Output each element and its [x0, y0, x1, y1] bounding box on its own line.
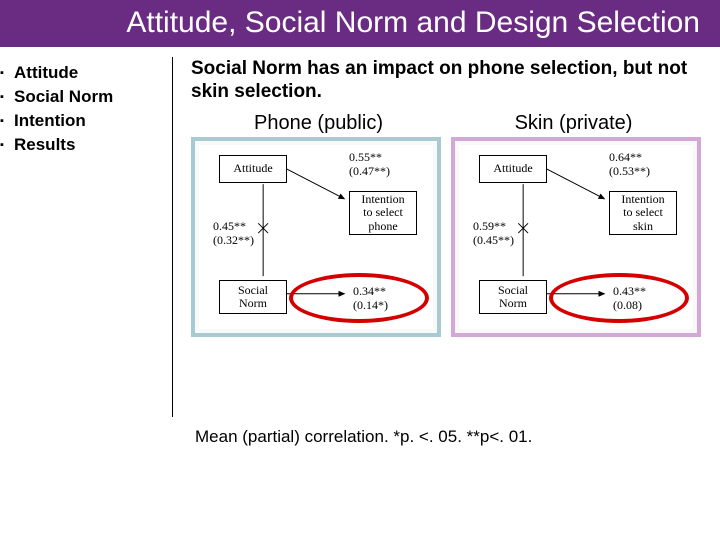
- phone-heading: Phone (public): [191, 112, 446, 135]
- phone-box-socialnorm: Social Norm: [219, 280, 287, 314]
- phone-coef-mid: 0.45** (0.32**): [213, 220, 254, 248]
- skin-box-attitude: Attitude: [479, 155, 547, 183]
- skin-panel-inner: Attitude Social Norm Intention to select…: [459, 145, 693, 329]
- main-area: Social Norm has an impact on phone selec…: [173, 57, 712, 417]
- column-headings: Phone (public) Skin (private): [191, 112, 712, 135]
- phone-box-intention: Intention to select phone: [349, 191, 417, 235]
- sidebar-item: Results: [8, 133, 172, 157]
- sidebar-item: Attitude: [8, 61, 172, 85]
- skin-heading: Skin (private): [446, 112, 701, 135]
- phone-panel-inner: Attitude Social Norm Intention to select…: [199, 145, 433, 329]
- phone-box-attitude: Attitude: [219, 155, 287, 183]
- key-statement: Social Norm has an impact on phone selec…: [191, 57, 712, 105]
- sidebar-item: Social Norm: [8, 85, 172, 109]
- skin-box-socialnorm: Social Norm: [479, 280, 547, 314]
- content-area: Attitude Social Norm Intention Results S…: [0, 47, 720, 417]
- skin-coef-top: 0.64** (0.53**): [609, 151, 650, 179]
- slide-header: Attitude, Social Norm and Design Selecti…: [0, 0, 720, 47]
- skin-coef-mid: 0.59** (0.45**): [473, 220, 514, 248]
- phone-coef-bot: 0.34** (0.14*): [353, 285, 388, 313]
- skin-box-intention: Intention to select skin: [609, 191, 677, 235]
- phone-coef-top: 0.55** (0.47**): [349, 151, 390, 179]
- phone-panel: Attitude Social Norm Intention to select…: [191, 137, 441, 337]
- skin-coef-bot: 0.43** (0.08): [613, 285, 646, 313]
- diagrams-row: Attitude Social Norm Intention to select…: [191, 137, 712, 337]
- skin-panel: Attitude Social Norm Intention to select…: [451, 137, 701, 337]
- slide-title: Attitude, Social Norm and Design Selecti…: [0, 0, 720, 47]
- sidebar-item: Intention: [8, 109, 172, 133]
- sidebar-outline: Attitude Social Norm Intention Results: [8, 57, 173, 417]
- footnote: Mean (partial) correlation. *p. <. 05. *…: [0, 417, 720, 447]
